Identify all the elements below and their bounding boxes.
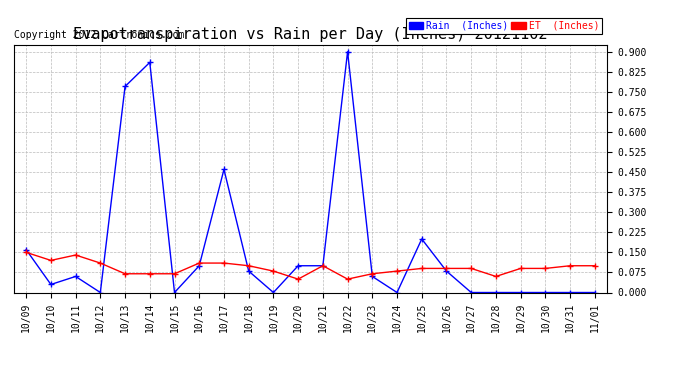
Title: Evapotranspiration vs Rain per Day (Inches) 20121102: Evapotranspiration vs Rain per Day (Inch… [73,27,548,42]
Text: Copyright 2012 Cartronics.com: Copyright 2012 Cartronics.com [14,30,184,40]
Legend: Rain  (Inches), ET  (Inches): Rain (Inches), ET (Inches) [406,18,602,33]
